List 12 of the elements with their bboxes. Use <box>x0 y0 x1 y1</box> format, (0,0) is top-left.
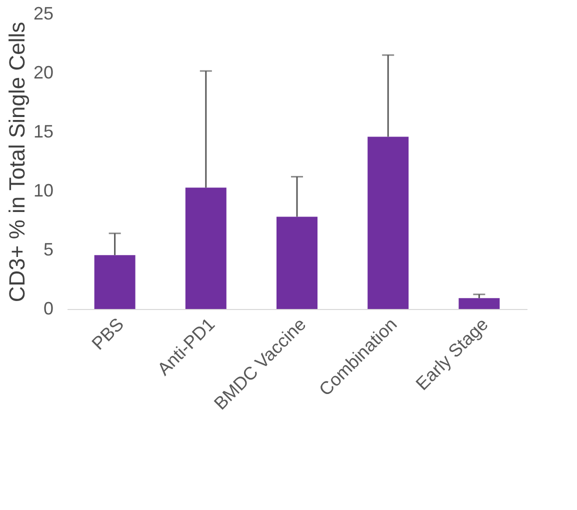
bar <box>94 255 136 309</box>
y-tick-label: 0 <box>43 298 54 318</box>
bar <box>368 136 409 309</box>
y-tick-label: 10 <box>33 180 54 200</box>
y-tick-label: 20 <box>33 62 54 82</box>
bar <box>276 216 318 309</box>
bar <box>458 298 500 309</box>
y-tick-label: 25 <box>33 4 54 24</box>
y-tick-label: 15 <box>33 122 54 142</box>
y-tick-label: 5 <box>43 240 54 260</box>
bar <box>185 188 226 309</box>
y-axis-title: CD3+ % in Total Single Cells <box>4 22 30 302</box>
